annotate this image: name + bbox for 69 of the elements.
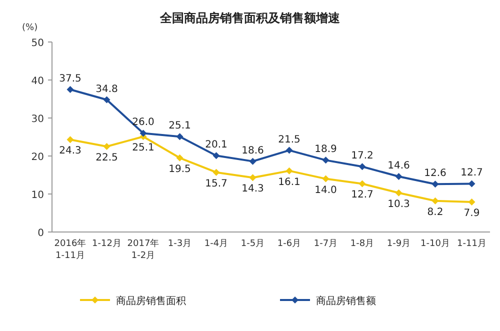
point (322, 156, 330, 164)
x-tick-label: 1-11月 (457, 239, 486, 249)
point (395, 173, 402, 180)
y-tick-label: 20 (31, 152, 44, 163)
data-label: 22.5 (96, 152, 118, 164)
x-tick-label: 1-7月 (314, 239, 338, 249)
point (468, 180, 476, 188)
x-tick-label: 1-10月 (420, 239, 450, 249)
point (66, 136, 74, 144)
point (212, 152, 220, 160)
point (103, 143, 110, 150)
data-label: 16.1 (278, 176, 300, 188)
chart-title: 全国商品房销售面积及销售额增速 (159, 11, 341, 25)
point (212, 168, 220, 176)
point (249, 174, 256, 182)
data-label: 10.3 (388, 198, 410, 210)
point (286, 167, 293, 174)
point (322, 175, 330, 182)
legend-label: 商品房销售额 (316, 295, 376, 307)
point (286, 146, 293, 154)
y-tick-label: 50 (31, 38, 44, 49)
point (432, 197, 439, 204)
x-tick-label: 1-9月 (386, 239, 411, 249)
data-label: 34.8 (96, 84, 118, 95)
data-label: 18.9 (314, 144, 337, 156)
data-label: 8.2 (427, 206, 444, 218)
y-tick-label: 10 (31, 190, 44, 201)
x-tick-label: 1-8月 (350, 239, 374, 249)
x-tick-label: 1-6月 (277, 239, 302, 249)
point (66, 86, 74, 93)
point (358, 180, 366, 188)
data-label: 17.2 (351, 150, 374, 162)
y-tick-label: 30 (31, 114, 44, 125)
x-tick-label: 1-3月 (168, 239, 192, 249)
data-label: 7.9 (464, 208, 480, 219)
data-label: 12.6 (424, 168, 446, 180)
data-label: 25.1 (168, 120, 191, 132)
x-tick-label: 2016年 1-11月 (54, 238, 86, 261)
data-label: 19.5 (168, 164, 191, 175)
y-tick-label: 40 (31, 76, 44, 87)
point (140, 130, 147, 137)
point (249, 158, 256, 165)
legend-label: 商品房销售面积 (116, 295, 186, 307)
data-label: 37.5 (59, 74, 82, 84)
x-tick-label: 1-5月 (240, 239, 265, 249)
point (176, 133, 184, 140)
data-label: 14.0 (314, 184, 337, 196)
x-tick-label: 1-12月 (92, 239, 122, 249)
data-label: 14.3 (242, 184, 264, 195)
data-label: 15.7 (205, 178, 228, 190)
data-label: 18.6 (242, 145, 264, 156)
x-tick-label: 1-4月 (204, 239, 228, 249)
point (395, 189, 402, 196)
data-label: 12.7 (460, 168, 483, 179)
data-label: 14.6 (388, 160, 410, 172)
data-label: 26.0 (132, 117, 154, 128)
point (432, 180, 439, 188)
data-label: 20.1 (205, 140, 228, 151)
data-label: 24.3 (59, 146, 82, 157)
point (468, 198, 476, 206)
data-label: 12.7 (351, 190, 374, 201)
point (103, 96, 110, 104)
data-label: 25.1 (132, 142, 154, 154)
data-label: 21.5 (278, 134, 300, 146)
y-axis-title: (%) (22, 23, 38, 33)
point (358, 163, 366, 170)
x-tick-label: 2017年 1-2月 (127, 238, 160, 261)
y-tick-label: 0 (38, 228, 44, 239)
point (176, 154, 184, 162)
